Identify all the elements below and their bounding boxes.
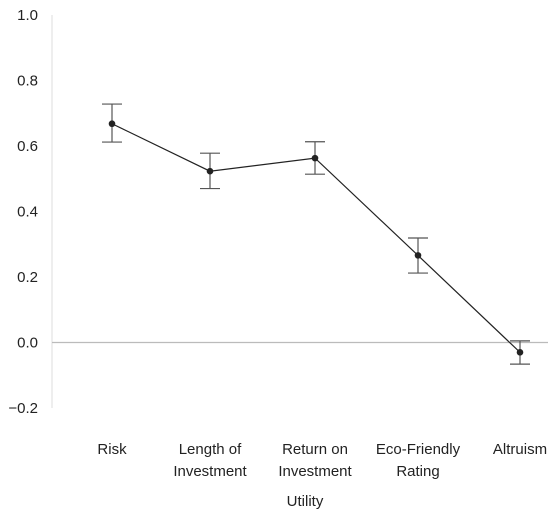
- axes: [51, 15, 548, 408]
- y-tick-label: 0.8: [17, 73, 38, 90]
- y-tick-label: 0.6: [17, 138, 38, 155]
- x-category-label: Altruism: [493, 441, 547, 458]
- x-category-label: Return on: [282, 441, 348, 458]
- x-category-label: Investment: [278, 463, 352, 480]
- data-points: [108, 120, 524, 356]
- x-category-label: Risk: [97, 441, 127, 458]
- y-tick-label: 0.4: [17, 204, 38, 221]
- y-tick-label: 0.0: [17, 335, 38, 352]
- x-category-labels: Risk Length of Investment Return on Investme…: [97, 441, 547, 480]
- y-tick-label: −0.2: [8, 400, 38, 417]
- x-category-label: Eco-Friendly: [376, 441, 461, 458]
- x-category-label: Rating: [396, 463, 439, 480]
- data-point: [206, 167, 214, 175]
- y-tick-label: 0.2: [17, 269, 38, 286]
- error-bars: [102, 103, 530, 365]
- x-category-label: Investment: [173, 463, 247, 480]
- y-tick-label: 1.0: [17, 7, 38, 24]
- data-point: [414, 252, 422, 259]
- data-point: [108, 120, 116, 128]
- x-axis-title: Utility: [287, 493, 324, 510]
- x-category-label: Length of: [179, 441, 242, 458]
- data-point: [311, 154, 319, 162]
- data-point: [516, 349, 524, 356]
- y-tick-labels: 1.0 0.8 0.6 0.4 0.2 0.0 −0.2: [8, 7, 38, 417]
